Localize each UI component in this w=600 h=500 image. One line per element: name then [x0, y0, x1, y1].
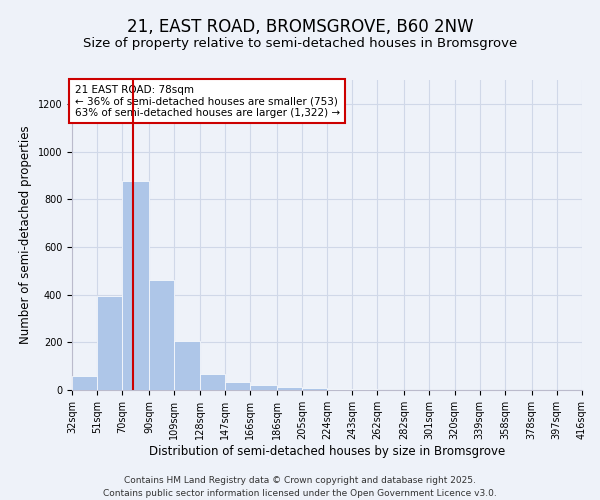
Bar — [199, 374, 225, 390]
Bar — [97, 296, 122, 390]
Bar — [277, 387, 302, 390]
Text: Size of property relative to semi-detached houses in Bromsgrove: Size of property relative to semi-detach… — [83, 38, 517, 51]
Bar — [72, 376, 97, 390]
Bar — [149, 280, 174, 390]
Text: 21 EAST ROAD: 78sqm
← 36% of semi-detached houses are smaller (753)
63% of semi-: 21 EAST ROAD: 78sqm ← 36% of semi-detach… — [74, 84, 340, 118]
Bar — [250, 385, 277, 390]
Text: Contains HM Land Registry data © Crown copyright and database right 2025.
Contai: Contains HM Land Registry data © Crown c… — [103, 476, 497, 498]
Bar — [327, 389, 352, 390]
Bar — [225, 382, 250, 390]
Bar — [174, 341, 199, 390]
Y-axis label: Number of semi-detached properties: Number of semi-detached properties — [19, 126, 32, 344]
Text: 21, EAST ROAD, BROMSGROVE, B60 2NW: 21, EAST ROAD, BROMSGROVE, B60 2NW — [127, 18, 473, 36]
Bar — [302, 388, 327, 390]
X-axis label: Distribution of semi-detached houses by size in Bromsgrove: Distribution of semi-detached houses by … — [149, 444, 505, 458]
Bar — [122, 182, 149, 390]
